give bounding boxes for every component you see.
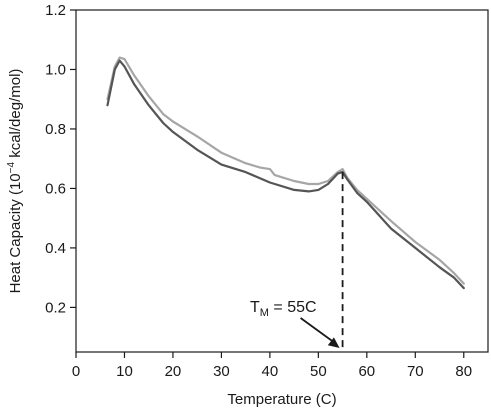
x-tick-label: 10 [116,363,133,380]
y-tick-label: 0.4 [45,240,66,257]
labels-layer: Temperature (C) Heat Capacity (10−4 kcal… [6,69,337,408]
x-tick-label: 80 [455,363,472,380]
y-tick-label: 0.2 [45,299,66,316]
y-axis-title-prefix: Heat Capacity (10 [7,173,24,293]
x-tick-label: 20 [165,363,182,380]
series-line-1 [106,59,465,290]
x-tick-label: 0 [72,363,80,380]
x-tick-label: 50 [310,363,327,380]
tm-annotation-label: TM = 55C [250,299,317,319]
axes-layer: 0 10 20 30 40 50 60 70 80 0.2 0.4 0.6 0.8 1.0 1.2 [45,2,489,380]
y-tick-label: 1.0 [45,61,66,78]
y-axis-title-exponent: −4 [6,162,17,174]
y-axis-title-suffix: kcal/deg/mol) [7,69,24,162]
y-tick-label: 1.2 [45,2,66,19]
annotation-layer [300,172,344,352]
tm-annotation-main: T [250,299,260,316]
x-tick-label: 60 [358,363,375,380]
tm-annotation-rest: = 55C [269,299,317,316]
x-tick-label: 70 [407,363,424,380]
series-layer [106,56,465,290]
series-line-2 [106,56,465,285]
y-tick-label: 0.8 [45,121,66,138]
y-axis-title: Heat Capacity (10−4 kcal/deg/mol) [6,69,24,294]
x-axis-title: Temperature (C) [227,391,336,408]
y-tick-label: 0.6 [45,180,66,197]
tm-arrow-head [327,337,340,348]
plot-frame [75,9,489,353]
tm-annotation-subscript: M [260,307,269,319]
x-tick-label: 40 [262,363,279,380]
x-tick-label: 30 [213,363,230,380]
tm-arrow-shaft [300,317,335,343]
